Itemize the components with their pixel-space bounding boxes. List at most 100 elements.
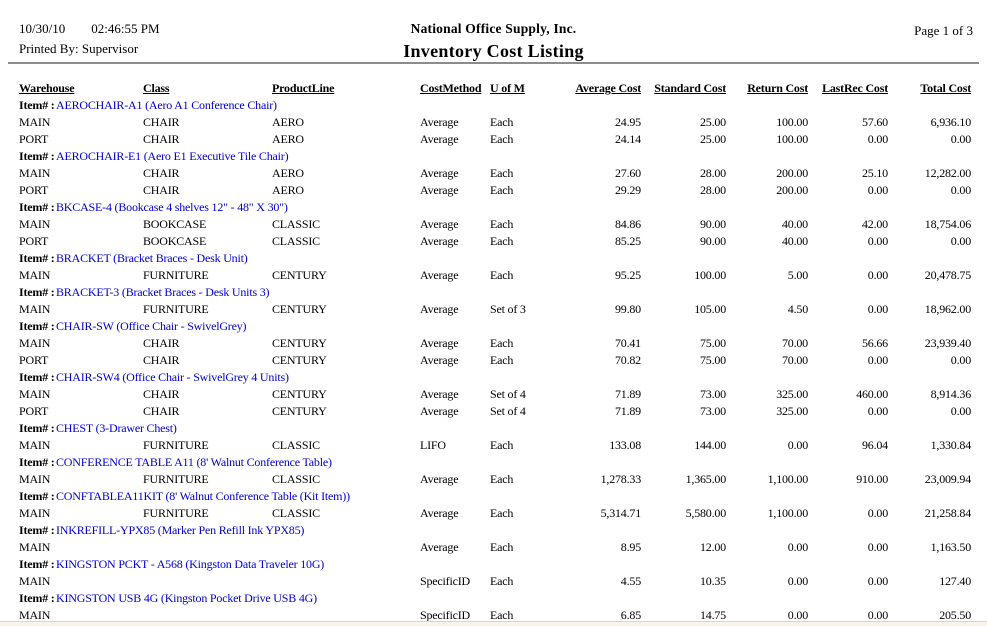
cell-class: FURNITURE: [143, 438, 209, 452]
cell-warehouse: MAIN: [19, 387, 51, 401]
cell-lastrec-cost: 42.00: [861, 217, 888, 231]
cell-lastrec-cost: 0.00: [867, 268, 888, 282]
cell-costmethod: Average: [420, 404, 459, 418]
cell-standard-cost: 73.00: [699, 387, 726, 401]
cell-class: CHAIR: [143, 387, 180, 401]
detail-row: PORT CHAIR CENTURY Average Set of 4 71.89 73.0…: [0, 403, 987, 420]
cell-average-cost: 27.60: [614, 166, 641, 180]
detail-row: MAIN FURNITURE CENTURY Average Each 95.25 100.…: [0, 267, 987, 284]
cell-productline: CENTURY: [272, 404, 327, 418]
cell-return-cost: 100.00: [776, 115, 808, 129]
cell-return-cost: 100.00: [776, 132, 808, 146]
col-return-cost: Return Cost: [747, 81, 808, 95]
cell-u-of-m: Each: [490, 608, 514, 622]
detail-row: MAIN SpecificID Each 6.85 14.75 0.00 0.00 205.5…: [0, 607, 987, 624]
item-link[interactable]: AEROCHAIR-E1 (Aero E1 Executive Tile Cha…: [56, 149, 289, 163]
cell-total-cost: 0.00: [950, 132, 971, 146]
cell-class: [143, 573, 272, 590]
item-link[interactable]: CHEST (3-Drawer Chest): [56, 421, 177, 435]
cell-warehouse: PORT: [19, 353, 49, 367]
item-header-row: Item# :KINGSTON PCKT - A568 (Kingston Da…: [0, 556, 987, 573]
cell-class: [143, 539, 272, 556]
print-time: 02:46:55 PM: [91, 21, 160, 36]
item-header-row: Item# :BKCASE-4 (Bookcase 4 shelves 12" …: [0, 199, 987, 216]
item-link[interactable]: CHAIR-SW4 (Office Chair - SwivelGrey 4 U…: [56, 370, 289, 384]
item-link[interactable]: BKCASE-4 (Bookcase 4 shelves 12" - 48" X…: [56, 200, 288, 214]
cell-standard-cost: 144.00: [694, 438, 726, 452]
cell-costmethod: Average: [420, 166, 459, 180]
cell-costmethod: Average: [420, 353, 459, 367]
item-number-label: Item# :: [19, 251, 55, 265]
item-number-label: Item# :: [19, 200, 55, 214]
cell-return-cost: 200.00: [776, 183, 808, 197]
cell-return-cost: 1,100.00: [767, 506, 808, 520]
item-header-row: Item# :CONFERENCE TABLE A11 (8' Walnut C…: [0, 454, 987, 471]
cell-productline: CLASSIC: [272, 217, 320, 231]
item-number-label: Item# :: [19, 149, 55, 163]
cell-u-of-m: Each: [490, 183, 514, 197]
cell-productline: AERO: [272, 115, 304, 129]
item-link[interactable]: CHAIR-SW (Office Chair - SwivelGrey): [56, 319, 247, 333]
cell-productline: AERO: [272, 132, 304, 146]
cell-u-of-m: Each: [490, 217, 514, 231]
cell-lastrec-cost: 0.00: [867, 234, 888, 248]
page-number: Page 1 of 3: [914, 23, 973, 38]
cell-productline: CLASSIC: [272, 506, 320, 520]
item-header-row: Item# :BRACKET (Bracket Braces - Desk Un…: [0, 250, 987, 267]
cell-average-cost: 1,278.33: [600, 472, 641, 486]
cell-return-cost: 325.00: [776, 404, 808, 418]
detail-row: MAIN FURNITURE CENTURY Average Set of 3 99.80…: [0, 301, 987, 318]
printed-by: Printed By: Supervisor: [19, 41, 139, 56]
item-link[interactable]: BRACKET (Bracket Braces - Desk Unit): [56, 251, 248, 265]
cell-lastrec-cost: 0.00: [867, 132, 888, 146]
cell-lastrec-cost: 0.00: [867, 353, 888, 367]
cell-lastrec-cost: 0.00: [867, 506, 888, 520]
cell-standard-cost: 28.00: [699, 183, 726, 197]
print-info: 10/30/10 02:46:55 PM Printed By: Supervis…: [19, 21, 160, 57]
detail-row: MAIN CHAIR AERO Average Each 27.60 28.00 200.00…: [0, 165, 987, 182]
cell-u-of-m: Each: [490, 336, 514, 350]
cell-warehouse: MAIN: [19, 268, 51, 282]
cell-class: FURNITURE: [143, 472, 209, 486]
cell-total-cost: 20,478.75: [924, 268, 971, 282]
cell-total-cost: 21,258.84: [924, 506, 971, 520]
item-link[interactable]: KINGSTON USB 4G (Kingston Pocket Drive U…: [56, 591, 317, 605]
cell-class: CHAIR: [143, 404, 180, 418]
cell-average-cost: 95.25: [614, 268, 641, 282]
item-link[interactable]: BRACKET-3 (Bracket Braces - Desk Units 3…: [56, 285, 270, 299]
cell-total-cost: 23,939.40: [924, 336, 971, 350]
detail-row: PORT CHAIR CENTURY Average Each 70.82 75.00 70.…: [0, 352, 987, 369]
cell-costmethod: Average: [420, 540, 459, 554]
cell-class: FURNITURE: [143, 302, 209, 316]
cell-warehouse: MAIN: [19, 438, 51, 452]
item-number-label: Item# :: [19, 489, 55, 503]
cell-productline: CENTURY: [272, 268, 327, 282]
cell-class: BOOKCASE: [143, 217, 207, 231]
cell-u-of-m: Each: [490, 540, 514, 554]
cell-productline: CENTURY: [272, 302, 327, 316]
cell-productline: CLASSIC: [272, 438, 320, 452]
cell-standard-cost: 100.00: [694, 268, 726, 282]
cell-costmethod: Average: [420, 506, 459, 520]
item-link[interactable]: CONFTABLEA11KIT (8' Walnut Conference Ta…: [56, 489, 350, 503]
item-link[interactable]: KINGSTON PCKT - A568 (Kingston Data Trav…: [56, 557, 325, 571]
cell-total-cost: 1,163.50: [930, 540, 972, 554]
detail-row: MAIN CHAIR CENTURY Average Each 70.41 75.00 70.…: [0, 335, 987, 352]
cell-u-of-m: Each: [490, 353, 514, 367]
cell-u-of-m: Set of 4: [490, 387, 526, 401]
cell-standard-cost: 105.00: [694, 302, 726, 316]
item-number-label: Item# :: [19, 370, 55, 384]
cell-average-cost: 84.86: [614, 217, 641, 231]
detail-row: MAIN FURNITURE CLASSIC Average Each 1,278.33 1…: [0, 471, 987, 488]
item-number-label: Item# :: [19, 319, 55, 333]
cell-lastrec-cost: 0.00: [867, 608, 888, 622]
cell-warehouse: MAIN: [19, 217, 51, 231]
item-link[interactable]: INKREFILL-YPX85 (Marker Pen Refill Ink Y…: [56, 523, 305, 537]
cell-warehouse: PORT: [19, 132, 49, 146]
cell-average-cost: 85.25: [614, 234, 641, 248]
item-link[interactable]: AEROCHAIR-A1 (Aero A1 Conference Chair): [56, 98, 277, 112]
cell-total-cost: 0.00: [950, 234, 971, 248]
item-link[interactable]: CONFERENCE TABLE A11 (8' Walnut Conferen…: [56, 455, 332, 469]
table-header: Warehouse Class ProductLine CostMethod U…: [0, 78, 987, 97]
col-total-cost: Total Cost: [920, 81, 971, 95]
